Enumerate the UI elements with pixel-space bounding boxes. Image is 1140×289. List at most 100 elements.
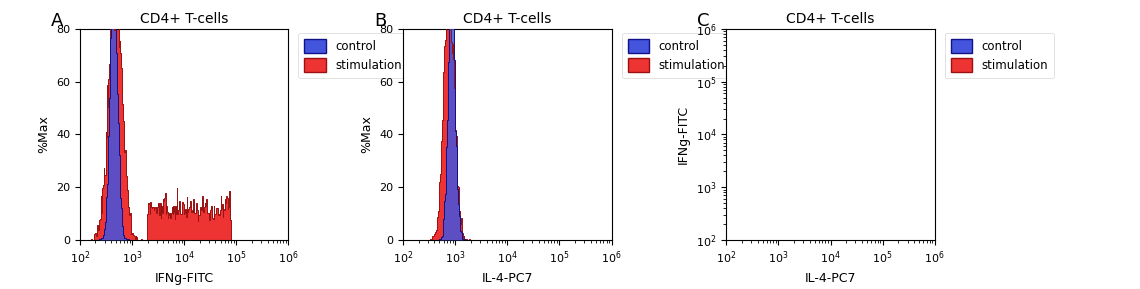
Point <box>758 206 776 211</box>
Point <box>766 205 784 210</box>
Point <box>757 216 775 221</box>
Point <box>760 124 779 128</box>
Point <box>775 155 793 160</box>
Point <box>832 141 850 146</box>
Point <box>754 213 772 218</box>
Point <box>780 74 798 79</box>
Point <box>766 127 784 131</box>
Point <box>747 214 765 218</box>
Text: A: A <box>50 12 63 30</box>
Point <box>748 112 766 116</box>
Point <box>771 214 789 218</box>
Point <box>754 103 772 108</box>
Point <box>744 80 763 84</box>
Point <box>752 220 771 224</box>
Point <box>832 98 850 103</box>
Point <box>768 213 787 217</box>
Point <box>751 117 770 122</box>
Point <box>746 208 764 212</box>
Point <box>772 74 790 79</box>
Point <box>763 112 781 116</box>
Point <box>741 185 759 189</box>
Point <box>732 173 750 178</box>
Point <box>844 127 862 131</box>
Point <box>766 221 784 225</box>
Point <box>860 101 878 106</box>
Point <box>755 167 773 172</box>
Point <box>774 208 792 213</box>
Point <box>746 205 764 209</box>
Point <box>752 206 771 210</box>
Point <box>768 212 787 217</box>
Point <box>749 102 767 106</box>
Point <box>796 158 814 162</box>
Point <box>764 212 782 216</box>
Point <box>779 91 797 96</box>
Point <box>750 138 768 142</box>
Point <box>752 210 771 214</box>
Point <box>744 89 763 94</box>
Point <box>752 126 771 131</box>
Point <box>758 115 776 119</box>
Point <box>784 159 803 164</box>
Point <box>752 118 771 123</box>
Point <box>765 151 783 155</box>
Point <box>752 150 771 155</box>
Point <box>743 76 762 81</box>
Point <box>795 103 813 108</box>
Point <box>814 129 832 133</box>
Point <box>750 90 768 94</box>
Point <box>742 143 760 148</box>
Point <box>781 118 799 123</box>
Point <box>749 74 767 79</box>
Point <box>748 174 766 178</box>
Point <box>751 100 770 104</box>
Point <box>755 105 773 109</box>
Point <box>733 113 751 118</box>
Point <box>754 201 772 205</box>
Point <box>752 212 771 217</box>
Point <box>751 205 770 209</box>
Point <box>758 206 776 210</box>
Point <box>764 133 782 138</box>
Point <box>789 102 807 106</box>
Point <box>754 95 772 99</box>
Point <box>757 130 775 135</box>
Point <box>752 96 771 101</box>
Point <box>742 209 760 213</box>
Point <box>748 177 766 182</box>
Point <box>750 112 768 117</box>
Point <box>742 215 760 220</box>
Point <box>760 97 779 101</box>
Point <box>830 93 848 98</box>
Point <box>741 96 759 101</box>
Point <box>817 129 836 134</box>
Point <box>754 121 772 126</box>
Point <box>735 214 754 218</box>
Point <box>759 154 777 158</box>
Point <box>752 112 771 117</box>
Point <box>743 102 762 106</box>
Point <box>750 128 768 133</box>
Point <box>755 82 773 87</box>
Point <box>764 217 782 222</box>
Point <box>767 203 785 208</box>
Point <box>762 203 780 208</box>
Point <box>750 120 768 124</box>
Point <box>756 131 774 135</box>
Point <box>787 111 805 115</box>
Point <box>748 159 766 164</box>
Point <box>758 149 776 153</box>
Point <box>728 100 747 105</box>
Point <box>849 168 868 173</box>
Point <box>757 220 775 225</box>
Point <box>740 207 758 212</box>
Point <box>748 211 766 216</box>
Point <box>734 131 752 136</box>
Point <box>763 176 781 181</box>
Point <box>766 210 784 215</box>
Point <box>809 154 828 158</box>
Point <box>762 122 780 126</box>
Point <box>747 96 765 101</box>
Point <box>767 93 785 97</box>
